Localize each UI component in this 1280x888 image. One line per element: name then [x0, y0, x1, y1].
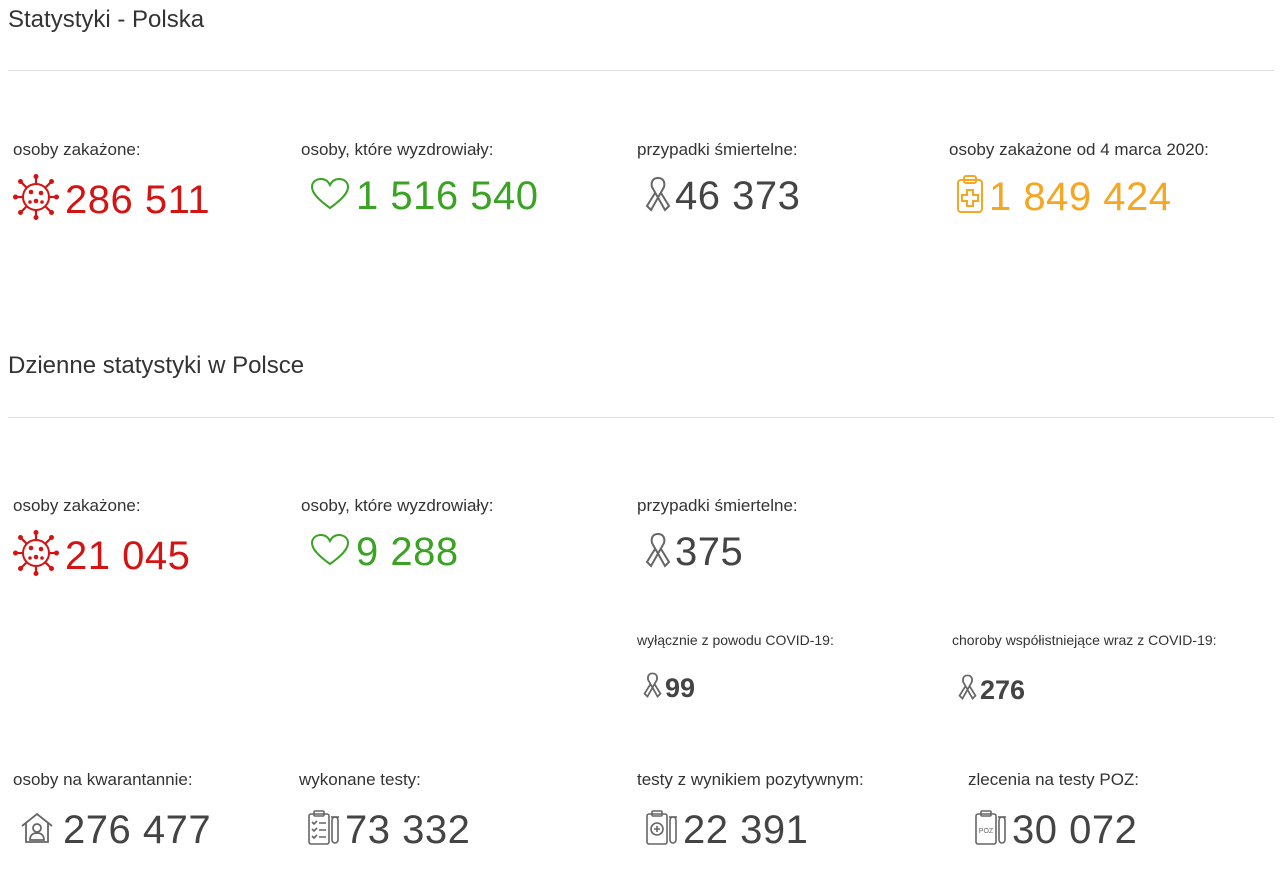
stat-label: wykonane testy: [299, 770, 421, 789]
divider [8, 70, 1274, 71]
stat-infected-daily: osoby zakażone: 21 045 [13, 496, 190, 581]
stat-label: osoby, które wyzdrowiały: [301, 496, 494, 515]
stat-label: osoby na kwarantannie: [13, 770, 193, 789]
stat-quarantine: osoby na kwarantannie: 276 477 [13, 770, 211, 852]
stat-positive-tests: testy z wynikiem pozytywnym: 22 391 [637, 770, 864, 852]
heart-icon [310, 177, 350, 216]
virus-icon [13, 530, 59, 581]
stat-value: 9 288 [356, 530, 459, 574]
stat-value: 276 477 [63, 808, 212, 852]
stat-value: 286 511 [65, 177, 211, 222]
virus-icon [13, 174, 59, 225]
stat-infected-since-march: osoby zakażone od 4 marca 2020: 1 849 42… [949, 140, 1209, 219]
stat-label: osoby zakażone od 4 marca 2020: [949, 140, 1209, 159]
stat-label: przypadki śmiertelne: [637, 140, 798, 159]
stat-label: wyłącznie z powodu COVID-19: [637, 632, 834, 648]
stat-label: testy z wynikiem pozytywnym: [637, 770, 864, 789]
divider [8, 417, 1274, 418]
stat-deaths-total: przypadki śmiertelne: 46 373 [637, 140, 800, 218]
stat-value: 276 [980, 674, 1026, 705]
test-positive-icon [645, 809, 679, 852]
stat-recovered-daily: osoby, które wyzdrowiały: 9 288 [301, 496, 493, 574]
house-person-icon [19, 811, 55, 850]
test-poz-icon: POZ [974, 809, 1008, 852]
stat-value: 46 373 [675, 174, 801, 218]
stat-deaths-comorbid: choroby współistniejące wraz z COVID-19:… [952, 632, 1217, 705]
stat-label: przypadki śmiertelne: [637, 496, 798, 515]
ribbon-icon [643, 672, 662, 703]
stat-label: osoby zakażone: [13, 140, 141, 159]
stat-value: 21 045 [65, 533, 191, 578]
stat-label: zlecenia na testy POZ: [968, 770, 1140, 789]
stat-value: 375 [675, 530, 744, 574]
stat-poz-orders: zlecenia na testy POZ: POZ 30 072 [968, 770, 1139, 852]
test-checklist-icon [307, 809, 341, 852]
stat-label: osoby zakażone: [13, 496, 141, 515]
ribbon-icon [645, 176, 671, 217]
stat-value: 22 391 [683, 808, 809, 852]
stat-recovered-total: osoby, które wyzdrowiały: 1 516 540 [301, 140, 538, 218]
stat-label: osoby, które wyzdrowiały: [301, 140, 494, 159]
ribbon-icon [958, 674, 977, 705]
stat-deaths-covid-only: wyłącznie z powodu COVID-19: 99 [637, 632, 834, 703]
stat-label: choroby współistniejące wraz z COVID-19: [952, 632, 1217, 648]
ribbon-icon [645, 532, 671, 573]
stat-infected-total: osoby zakażone: 286 511 [13, 140, 210, 225]
stat-value: 1 849 424 [989, 174, 1172, 219]
stat-value: 30 072 [1012, 808, 1138, 852]
stat-deaths-daily: przypadki śmiertelne: 375 [637, 496, 798, 574]
section-title-daily: Dzienne statystyki w Polsce [8, 352, 305, 379]
heart-icon [310, 533, 350, 572]
stat-value: 1 516 540 [356, 174, 539, 218]
section-title-poland: Statystyki - Polska [8, 6, 205, 33]
stat-value: 99 [665, 672, 696, 703]
clipboard-medical-icon [955, 174, 985, 219]
stat-value: 73 332 [345, 808, 471, 852]
svg-text:POZ: POZ [979, 828, 994, 835]
stat-tests: wykonane testy: 73 332 [299, 770, 470, 852]
